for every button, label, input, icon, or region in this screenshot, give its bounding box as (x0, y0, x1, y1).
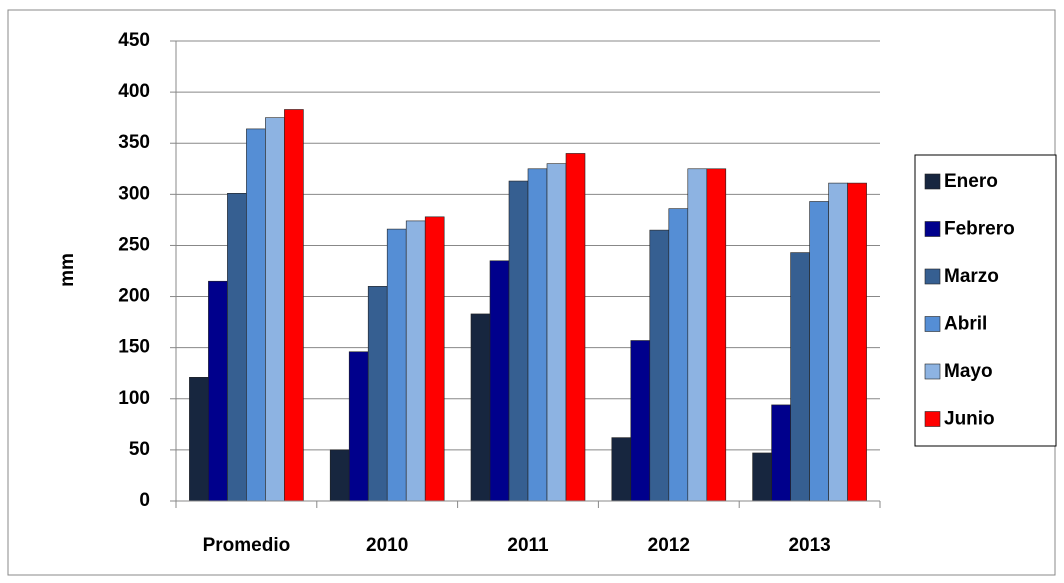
bar (630, 340, 651, 502)
x-tick-label: 2012 (648, 535, 690, 556)
y-axis-label: mm (57, 253, 78, 287)
y-tick-label: 350 (118, 132, 150, 153)
x-tick-label: Promedio (203, 535, 291, 556)
bar (649, 229, 670, 502)
y-tick-label: 150 (118, 337, 150, 358)
bar (470, 313, 491, 502)
bar (668, 208, 689, 502)
legend-swatch (924, 411, 941, 427)
x-tick-label: 2013 (788, 535, 830, 556)
legend-label: Junio (944, 409, 995, 430)
bar (189, 377, 209, 502)
bar (687, 168, 708, 502)
legend-label: Mayo (944, 361, 993, 382)
legend-swatch (924, 221, 941, 237)
y-tick-label: 250 (118, 234, 150, 255)
bar (546, 163, 567, 502)
bar (706, 168, 727, 502)
legend-swatch (924, 173, 941, 190)
bar (489, 260, 510, 502)
bar (348, 351, 369, 502)
bar (265, 117, 285, 502)
y-tick-label: 200 (118, 286, 150, 307)
bar (386, 228, 407, 502)
bar (771, 404, 791, 502)
bar (828, 182, 848, 502)
legend-swatch (924, 268, 941, 285)
bar (208, 280, 228, 502)
y-tick-label: 300 (118, 183, 150, 204)
y-tick-label: 0 (139, 490, 150, 511)
bar (246, 128, 266, 502)
x-tick-label: 2011 (507, 535, 549, 556)
bar (790, 252, 810, 502)
bar (847, 182, 867, 502)
bar (405, 220, 426, 502)
y-tick-label: 50 (129, 439, 150, 460)
y-tick-label: 450 (118, 30, 150, 51)
bar (508, 180, 529, 502)
legend-label: Abril (944, 314, 987, 335)
legend-label: Enero (944, 171, 998, 192)
bar (527, 168, 548, 502)
bar (284, 109, 304, 502)
bar (227, 193, 247, 502)
y-tick-label: 400 (118, 81, 150, 102)
legend-swatch (924, 363, 941, 380)
legend-box (914, 154, 1057, 447)
x-tick-label: 2010 (366, 535, 408, 556)
bar (752, 452, 772, 502)
y-tick-label: 100 (118, 388, 150, 409)
bar (367, 286, 388, 502)
legend-label: Marzo (944, 266, 999, 287)
bar (611, 437, 632, 502)
bar (565, 153, 586, 502)
bar (809, 201, 829, 502)
legend-swatch (924, 316, 941, 332)
bar (424, 216, 445, 502)
legend-label: Febrero (944, 219, 1015, 240)
bar (329, 449, 350, 502)
